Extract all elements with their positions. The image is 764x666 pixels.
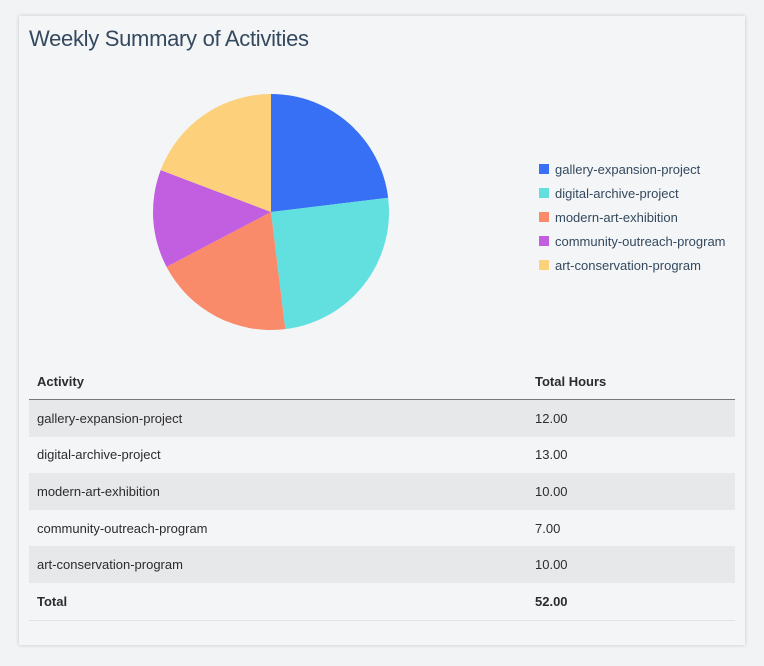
hours-cell: 10.00 — [527, 473, 735, 510]
activity-cell: community-outreach-program — [37, 520, 208, 536]
legend-swatch — [539, 212, 549, 222]
hours-cell: 12.00 — [527, 399, 735, 437]
table-row: gallery-expansion-project 12.00 — [29, 399, 735, 437]
header-total-hours: Total Hours — [527, 363, 735, 400]
activity-cell: art-conservation-program — [29, 546, 527, 583]
total-row: Total 52.00 — [29, 582, 735, 621]
pie-slice-community-outreach-program[interactable] — [152, 170, 271, 267]
hours-cell: 10.00 — [527, 546, 735, 583]
legend-swatch — [539, 236, 549, 246]
activity-table: Activity Total Hours gallery-expansion-p… — [29, 363, 735, 621]
legend-swatch — [539, 260, 549, 270]
legend-label: art-conservation-program — [555, 257, 701, 273]
pie-slice-digital-archive-project[interactable] — [271, 197, 389, 330]
activity-cell: modern-art-exhibition — [29, 473, 527, 510]
hours-cell: 13.00 — [535, 447, 568, 463]
total-label: Total — [29, 582, 527, 621]
table-row: modern-art-exhibition 10.00 — [29, 473, 735, 510]
pie-chart — [152, 94, 389, 331]
activity-cell: gallery-expansion-project — [29, 399, 527, 437]
pie-slice-modern-art-exhibition[interactable] — [166, 212, 286, 331]
legend-item[interactable]: art-conservation-program — [539, 253, 726, 277]
legend-label: community-outreach-program — [555, 233, 726, 249]
summary-card: Weekly Summary of Activities gallery-exp… — [19, 16, 745, 645]
table-row: community-outreach-program 7.00 — [29, 510, 735, 547]
hours-cell: 7.00 — [535, 520, 561, 536]
header-activity: Activity — [29, 363, 527, 400]
legend-item[interactable]: digital-archive-project — [539, 181, 726, 205]
total-value: 52.00 — [527, 582, 735, 621]
pie-slice-gallery-expansion-project[interactable] — [271, 94, 389, 212]
legend-item[interactable]: gallery-expansion-project — [539, 157, 726, 181]
table-row: art-conservation-program 10.00 — [29, 546, 735, 583]
page-title: Weekly Summary of Activities — [29, 26, 309, 51]
legend-item[interactable]: community-outreach-program — [539, 229, 726, 253]
legend-label: gallery-expansion-project — [555, 161, 701, 177]
legend-item[interactable]: modern-art-exhibition — [539, 205, 726, 229]
legend-swatch — [539, 188, 549, 198]
table-row: digital-archive-project 13.00 — [29, 437, 735, 474]
activity-cell: digital-archive-project — [37, 447, 161, 463]
legend-label: digital-archive-project — [555, 185, 679, 201]
legend-swatch — [539, 164, 549, 174]
legend-label: modern-art-exhibition — [555, 209, 678, 225]
chart-legend: gallery-expansion-project digital-archive… — [539, 157, 726, 277]
pie-slice-art-conservation-program[interactable] — [160, 94, 271, 212]
table-header-row: Activity Total Hours — [29, 363, 735, 400]
